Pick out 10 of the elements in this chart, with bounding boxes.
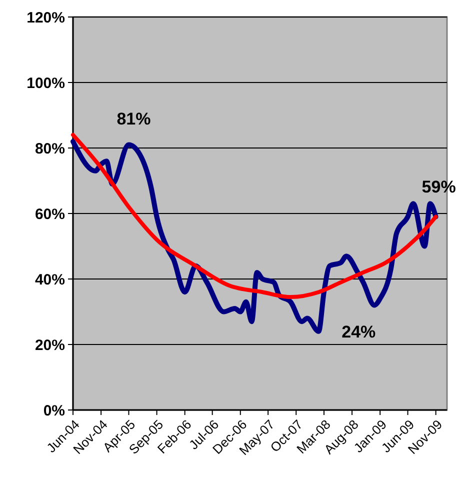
y-tick-label: 100% bbox=[26, 74, 65, 92]
y-tick-label: 20% bbox=[34, 336, 65, 354]
y-tick-label: 80% bbox=[34, 140, 65, 158]
y-tick-label: 120% bbox=[26, 9, 65, 26]
annotation: 24% bbox=[342, 322, 376, 342]
annotation: 81% bbox=[116, 110, 151, 129]
y-tick-label: 60% bbox=[34, 206, 65, 223]
y-tick-label: 0% bbox=[43, 402, 65, 420]
annotation: 59% bbox=[422, 178, 456, 197]
y-tick-label: 40% bbox=[34, 271, 65, 288]
